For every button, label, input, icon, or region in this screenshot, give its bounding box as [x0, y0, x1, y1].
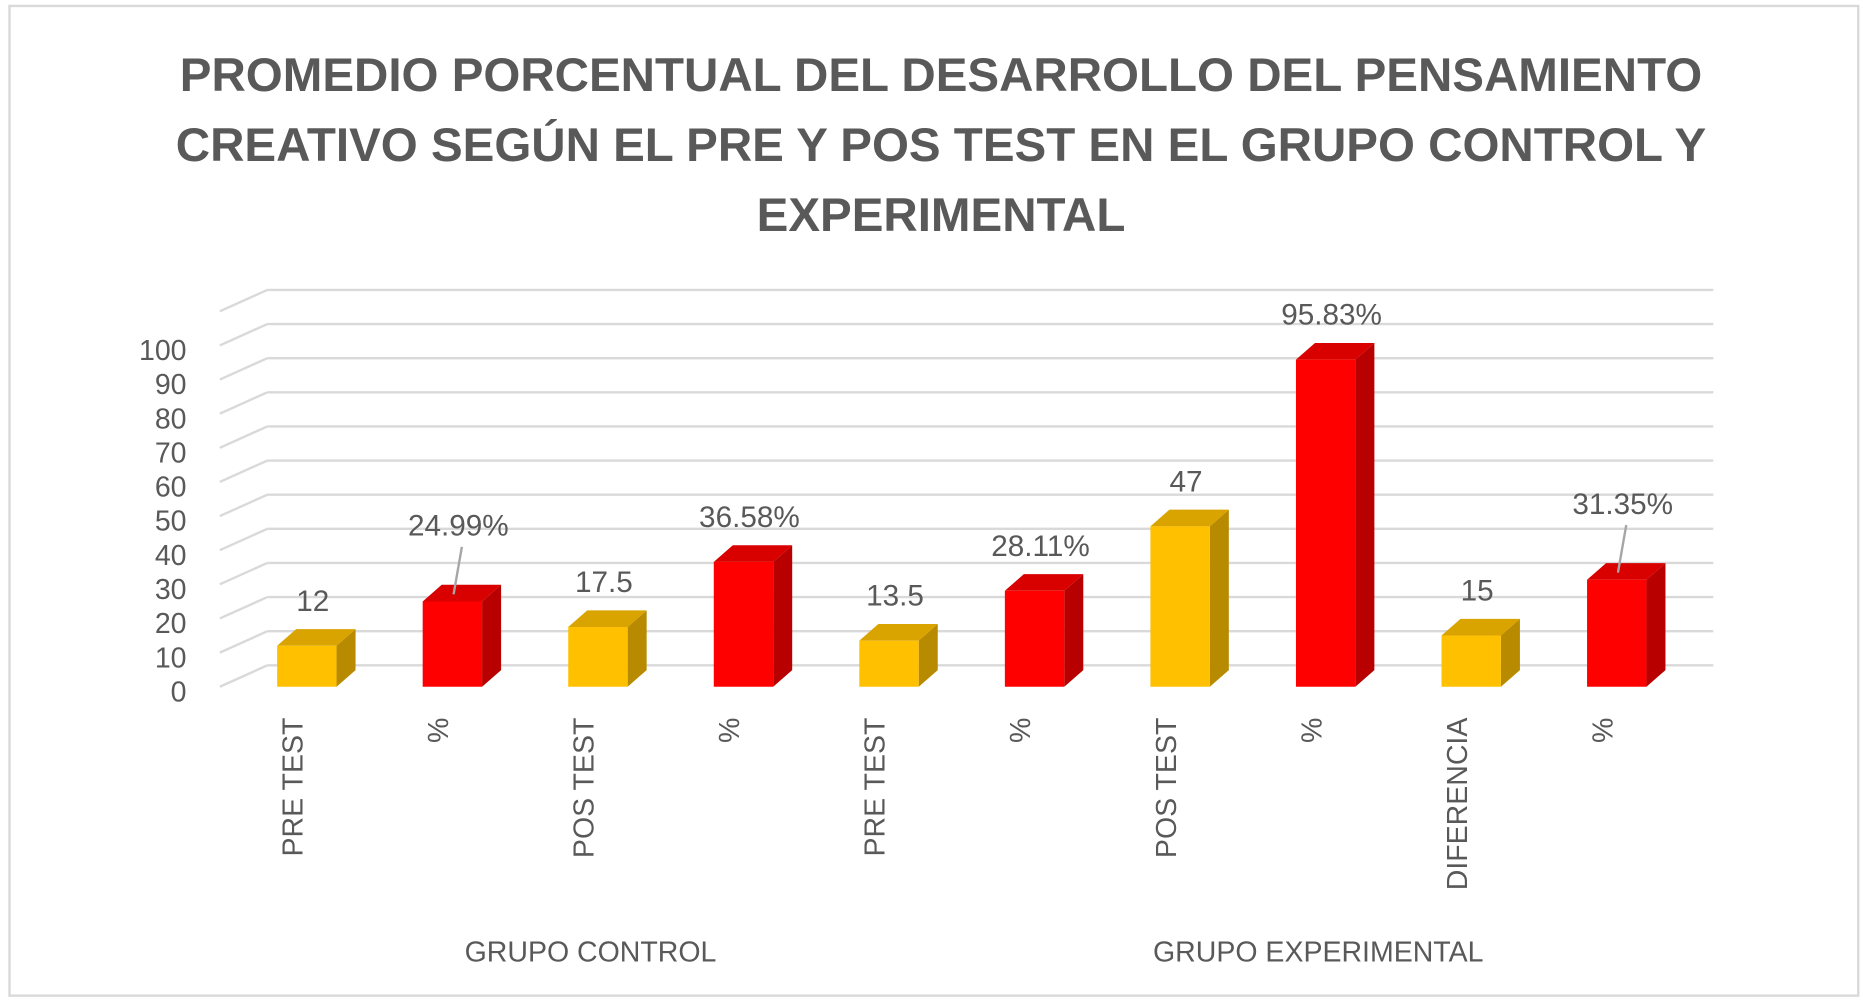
data-label: 15: [1461, 575, 1494, 608]
grid-line: [219, 391, 268, 415]
x-tick-label: %: [1005, 718, 1037, 743]
bar: [1295, 359, 1356, 687]
grid-line: [219, 322, 268, 347]
data-label: 36.58%: [699, 501, 800, 534]
data-label: 17.5: [575, 566, 633, 599]
label-leader: [1616, 524, 1628, 573]
bar-top: [859, 624, 938, 641]
bar: [1004, 590, 1065, 687]
y-tick-label: 10: [155, 642, 187, 674]
grid-line: [219, 425, 268, 449]
y-tick-label: 40: [155, 540, 187, 572]
grid-line: [219, 459, 268, 484]
data-label: 31.35%: [1572, 488, 1673, 521]
bar: [859, 640, 919, 687]
group-label: GRUPO EXPERIMENTAL: [1153, 937, 1483, 969]
bar-side: [1500, 618, 1520, 687]
bar: [1587, 579, 1647, 687]
data-label: 24.99%: [408, 510, 509, 543]
y-tick-label: 90: [155, 369, 187, 401]
y-tick-label: 80: [155, 403, 187, 435]
y-tick-label: 0: [171, 676, 187, 708]
y-tick-label: 70: [155, 437, 187, 469]
bar-top: [1587, 563, 1666, 580]
chart-title: CREATIVO SEGÚN EL PRE Y POS TEST EN EL G…: [176, 117, 1706, 172]
y-tick-label: 60: [155, 472, 187, 504]
bar-side: [1064, 574, 1084, 687]
group-label: GRUPO CONTROL: [465, 937, 717, 969]
x-tick-label: POS TEST: [1151, 718, 1183, 858]
chart-frame: [8, 4, 1860, 997]
bar: [713, 561, 774, 687]
y-tick-label: 50: [155, 506, 187, 538]
x-tick-label: %: [423, 718, 455, 743]
x-tick-label: %: [1587, 718, 1619, 743]
bar-top: [1295, 343, 1375, 360]
x-tick-label: POS TEST: [569, 718, 601, 858]
grid-line: [219, 664, 268, 688]
data-label: 47: [1170, 465, 1203, 498]
bar-side: [918, 624, 938, 687]
bar-top: [1441, 618, 1520, 636]
y-tick-label: 100: [139, 335, 187, 367]
y-tick-label: 20: [155, 608, 187, 640]
grid-line: [219, 527, 268, 552]
data-label: 95.83%: [1281, 299, 1382, 332]
bar-top: [713, 545, 793, 562]
y-tick-label: 30: [155, 574, 187, 606]
x-tick-label: PRE TEST: [277, 718, 309, 857]
bar-top: [568, 610, 647, 628]
chart-title: EXPERIMENTAL: [757, 189, 1126, 242]
label-leader: [452, 546, 464, 595]
x-tick-label: %: [1296, 718, 1328, 743]
x-tick-label: DIFERENCIA: [1442, 718, 1474, 891]
bar-top: [277, 629, 356, 646]
bar: [277, 645, 337, 687]
grid-line: [219, 630, 268, 654]
data-label: 13.5: [866, 580, 924, 613]
bar: [1441, 635, 1501, 687]
bar: [422, 601, 483, 687]
bar-side: [627, 610, 647, 687]
x-tick-label: %: [714, 718, 746, 743]
data-label: 28.11%: [991, 530, 1089, 563]
x-tick-label: PRE TEST: [860, 718, 892, 857]
bar: [568, 627, 628, 687]
grid-line: [219, 561, 268, 586]
bar-side: [1646, 563, 1666, 687]
wall-edge: [219, 288, 268, 313]
bar-side: [1355, 343, 1375, 687]
bar-side: [336, 629, 356, 687]
bar-side: [482, 584, 502, 687]
data-label: 12: [296, 585, 329, 618]
bar-top: [1150, 509, 1229, 527]
grid-line: [219, 493, 268, 518]
grid-line: [219, 357, 268, 381]
bar-top: [422, 584, 502, 602]
bar-side: [1209, 509, 1229, 687]
grid-line: [219, 596, 268, 620]
chart-title: PROMEDIO PORCENTUAL DEL DESARROLLO DEL P…: [180, 49, 1702, 102]
bar-top: [1004, 574, 1084, 591]
bar: [1150, 526, 1210, 687]
bar-side: [773, 545, 793, 687]
